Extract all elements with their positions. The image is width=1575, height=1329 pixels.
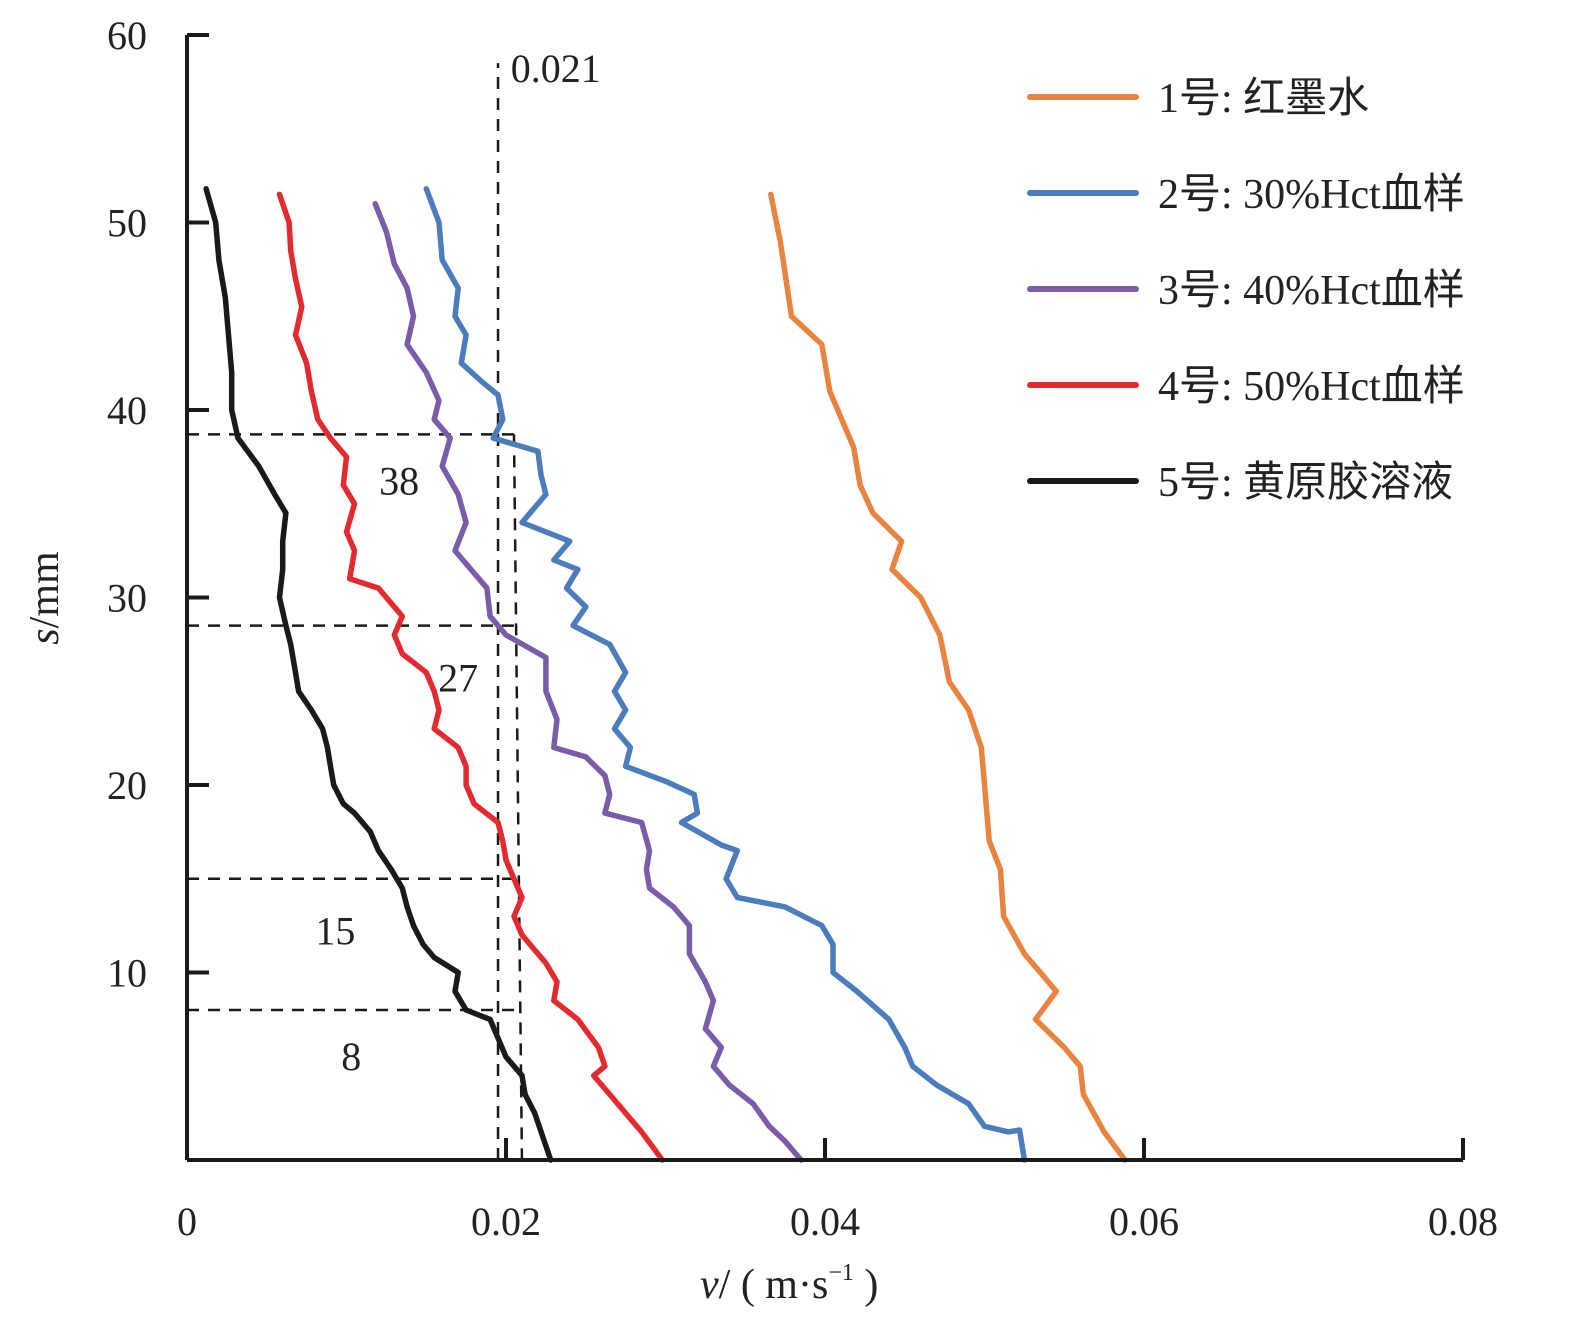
legend: 1号: 红墨水 2号: 30%Hct血样 3号: 40%Hct血样 4号: 50%Hc… bbox=[1027, 76, 1465, 506]
x-tick-label: 0.06 bbox=[1109, 1199, 1179, 1244]
annotation-label: 0.021 bbox=[511, 46, 601, 91]
annotation-label: 8 bbox=[341, 1034, 361, 1079]
annotation-labels: 0.021 38 27 15 8 bbox=[315, 46, 600, 1079]
series-layer bbox=[203, 186, 1128, 1163]
series-line-4 bbox=[276, 191, 666, 1163]
y-axis-title: s/mm bbox=[22, 551, 68, 645]
x-axis-title: v/ ( m·s−1 ) bbox=[700, 1260, 878, 1308]
x-tick-label: 0.04 bbox=[790, 1199, 860, 1244]
x-tick-label: 0.02 bbox=[471, 1199, 541, 1244]
y-axis-var: s bbox=[22, 628, 68, 644]
vertical-guide-line-lower bbox=[512, 434, 524, 1161]
y-tick-label: 50 bbox=[107, 201, 147, 246]
y-tick-label: 60 bbox=[107, 13, 147, 58]
x-axis-var: v bbox=[700, 1262, 719, 1308]
x-axis-unit-close: ) bbox=[854, 1262, 879, 1308]
x-axis-unit-sup: −1 bbox=[828, 1260, 854, 1286]
y-axis-unit: /mm bbox=[22, 551, 68, 628]
legend-label: 2号: 30%Hct血样 bbox=[1158, 172, 1465, 218]
legend-label: 4号: 50%Hct血样 bbox=[1158, 364, 1465, 410]
x-tick-label: 0 bbox=[177, 1199, 197, 1244]
y-tick-label: 40 bbox=[107, 388, 147, 433]
series-line-2 bbox=[423, 186, 1028, 1163]
series-line-1 bbox=[768, 191, 1128, 1163]
annotation-label: 27 bbox=[438, 655, 478, 700]
y-tick-label: 20 bbox=[107, 763, 147, 808]
guide-lines bbox=[187, 63, 524, 1161]
annotation-label: 15 bbox=[315, 908, 355, 953]
x-axis-unit: / ( m·s bbox=[719, 1262, 829, 1308]
annotation-label: 38 bbox=[379, 458, 419, 503]
y-tick-label: 30 bbox=[107, 576, 147, 621]
legend-label: 1号: 红墨水 bbox=[1158, 76, 1369, 122]
ticks: 0 0.02 0.04 0.06 0.08 10 20 30 40 50 60 bbox=[107, 13, 1498, 1244]
x-tick-label: 0.08 bbox=[1428, 1199, 1498, 1244]
legend-label: 5号: 黄原胶溶液 bbox=[1158, 459, 1453, 506]
legend-label: 3号: 40%Hct血样 bbox=[1158, 268, 1465, 314]
series-line-5 bbox=[203, 186, 554, 1163]
series-line-3 bbox=[372, 201, 804, 1163]
y-tick-label: 10 bbox=[107, 951, 147, 996]
